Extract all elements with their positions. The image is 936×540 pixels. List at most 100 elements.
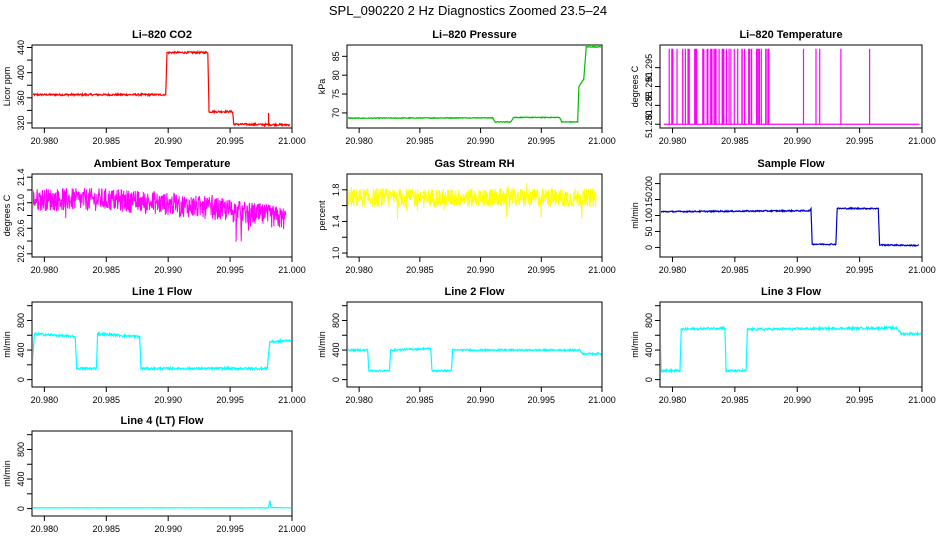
x-tick-label: 20.990	[783, 265, 811, 275]
y-tick-label: 400	[16, 343, 26, 358]
series-group	[348, 182, 597, 220]
x-tick-label: 20.990	[467, 136, 495, 146]
plot-frame	[31, 44, 293, 129]
series-group	[663, 48, 920, 125]
x-tick-label: 21.000	[588, 395, 616, 405]
x-tick-label: 21.000	[908, 136, 936, 146]
y-tick-label: 100	[644, 208, 654, 223]
y-tick-label: 800	[644, 313, 654, 328]
y-tick-label: 70	[331, 108, 341, 118]
x-tick-label: 20.985	[93, 136, 121, 146]
chart-co2: Li–820 CO2 20.980 20.985 20.990 20.995 21.000…	[2, 29, 306, 146]
y-tick-label: 51.285	[644, 92, 654, 120]
x-tick-label: 20.985	[721, 265, 749, 275]
y-tick-label: 400	[644, 343, 654, 358]
y-tick-label: 1.8	[331, 184, 341, 197]
series-line	[348, 182, 597, 220]
x-tick-label: 21.000	[278, 136, 306, 146]
y-tick-label: 20.2	[16, 245, 26, 263]
y-tick-label: 0	[16, 377, 26, 382]
y-tick-label: 150	[644, 192, 654, 207]
x-tick-label: 21.000	[908, 265, 936, 275]
y-axis-label: ml/min	[2, 331, 12, 358]
chart-title: Line 3 Flow	[761, 286, 821, 298]
x-tick-label: 20.990	[154, 136, 182, 146]
y-tick-label: 320	[16, 115, 26, 130]
plot-frame	[346, 301, 603, 388]
y-tick-label: 51.290	[644, 73, 654, 101]
y-axis-label: degrees C	[630, 65, 640, 107]
y-tick-label: 0	[644, 245, 654, 250]
x-tick-label: 20.990	[783, 136, 811, 146]
y-tick-label: 85	[331, 51, 341, 61]
x-tick-label: 20.985	[406, 136, 434, 146]
x-tick-label: 20.990	[154, 395, 182, 405]
y-tick-label: 21.4	[16, 168, 26, 186]
plot-frame	[659, 44, 923, 129]
x-tick-label: 20.985	[721, 136, 749, 146]
y-tick-label: 200	[644, 176, 654, 191]
x-tick-label: 21.000	[588, 136, 616, 146]
y-tick-label: 360	[16, 90, 26, 105]
x-tick-label: 20.980	[31, 136, 59, 146]
y-tick-label: 20.6	[16, 220, 26, 238]
y-axis-label: percent	[317, 200, 327, 231]
page-title: SPL_090220 2 Hz Diagnostics Zoomed 23.5–…	[328, 3, 608, 18]
x-tick-label: 20.985	[721, 395, 749, 405]
chart-temperature: Li–820 Temperature 20.980 20.985 20.990 20.9…	[630, 29, 936, 146]
series-group	[33, 49, 291, 127]
series-group	[348, 346, 601, 373]
y-tick-label: 1.0	[331, 247, 341, 260]
x-tick-label: 20.980	[659, 265, 687, 275]
y-axis-label: ml/min	[630, 202, 640, 229]
series-line	[661, 206, 919, 248]
y-tick-label: 800	[16, 442, 26, 457]
y-tick-label: 800	[331, 313, 341, 328]
series-group	[661, 324, 921, 374]
chart-title: Li–820 Pressure	[432, 29, 516, 41]
x-tick-label: 20.985	[93, 265, 121, 275]
chart-pressure: Li–820 Pressure 20.980 20.985 20.990 20.995 2…	[317, 29, 616, 146]
x-tick-label: 20.985	[93, 395, 121, 405]
series-line	[663, 48, 920, 125]
y-axis-label: ml/min	[2, 460, 12, 487]
chart-title: Line 4 (LT) Flow	[121, 415, 204, 427]
y-tick-label: 51.295	[644, 54, 654, 82]
x-tick-label: 20.980	[345, 395, 373, 405]
x-tick-label: 20.980	[659, 395, 687, 405]
x-tick-label: 20.980	[345, 265, 373, 275]
x-tick-label: 20.990	[154, 524, 182, 534]
y-tick-label: 0	[644, 377, 654, 382]
plot-frame	[31, 301, 293, 388]
y-tick-label: 800	[16, 313, 26, 328]
y-tick-label: 0	[16, 506, 26, 511]
y-tick-label: 0	[331, 377, 341, 382]
series-group	[33, 187, 287, 242]
y-tick-label: 400	[16, 472, 26, 487]
x-tick-label: 20.995	[846, 136, 874, 146]
plot-frame	[346, 44, 603, 129]
y-axis-label: Licor ppm	[2, 67, 12, 107]
chart-title: Line 2 Flow	[445, 286, 505, 298]
x-tick-label: 20.995	[216, 524, 244, 534]
y-tick-label: 400	[16, 65, 26, 80]
series-line	[33, 500, 291, 509]
x-tick-label: 20.995	[216, 136, 244, 146]
x-tick-label: 20.995	[216, 395, 244, 405]
y-tick-label: 440	[16, 40, 26, 55]
chart-title: Sample Flow	[757, 158, 825, 170]
chart-title: Ambient Box Temperature	[94, 158, 231, 170]
chart-title: Li–820 Temperature	[739, 29, 842, 41]
x-tick-label: 20.980	[31, 395, 59, 405]
y-tick-label: 21.0	[16, 194, 26, 212]
y-axis-label: ml/min	[630, 331, 640, 358]
x-tick-label: 20.990	[467, 265, 495, 275]
x-tick-label: 21.000	[278, 265, 306, 275]
plot-frame	[346, 173, 603, 258]
x-tick-label: 20.995	[216, 265, 244, 275]
x-tick-label: 20.980	[345, 136, 373, 146]
chart-title: Gas Stream RH	[434, 158, 514, 170]
x-tick-label: 20.995	[846, 265, 874, 275]
